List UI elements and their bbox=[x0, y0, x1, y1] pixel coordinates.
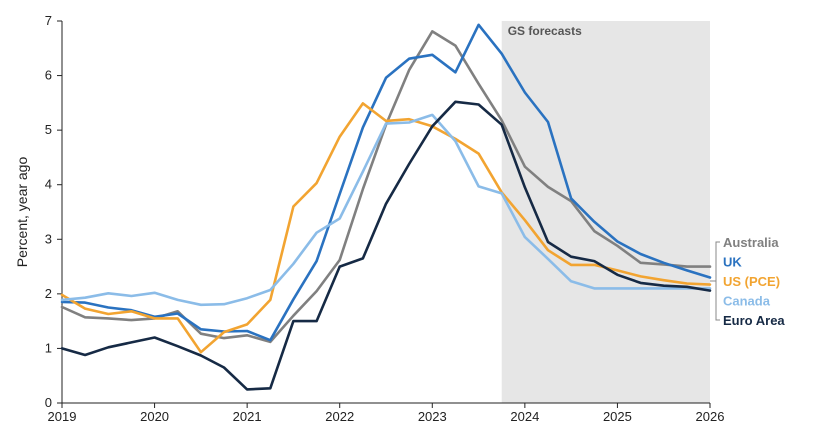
x-tick-label: 2025 bbox=[603, 409, 632, 424]
y-tick-label: 2 bbox=[45, 286, 52, 301]
y-tick-label: 5 bbox=[45, 122, 52, 137]
legend-label-australia: Australia bbox=[723, 235, 779, 250]
legend-label-euro-area: Euro Area bbox=[723, 313, 785, 328]
y-tick-label: 6 bbox=[45, 68, 52, 83]
x-tick-label: 2021 bbox=[233, 409, 262, 424]
legend-label-us-pce: US (PCE) bbox=[723, 274, 780, 289]
forecast-region bbox=[501, 21, 710, 403]
x-axis-ticks: 2019 2020 2021 2022 2023 2024 2025 2026 bbox=[48, 403, 725, 424]
y-tick-label: 7 bbox=[45, 13, 52, 28]
x-tick-label: 2024 bbox=[510, 409, 539, 424]
series-line-canada bbox=[60, 113, 712, 307]
y-tick-label: 0 bbox=[45, 395, 52, 410]
legend-bracket bbox=[710, 241, 720, 321]
legend: Australia UK US (PCE) Canada Euro Area bbox=[723, 235, 785, 328]
x-tick-label: 2019 bbox=[48, 409, 77, 424]
series-line-euro-area bbox=[60, 100, 712, 391]
x-tick-label: 2026 bbox=[696, 409, 725, 424]
legend-label-uk: UK bbox=[723, 255, 742, 270]
x-tick-label: 2022 bbox=[325, 409, 354, 424]
forecast-label: GS forecasts bbox=[508, 24, 582, 38]
series-lines bbox=[60, 23, 712, 391]
x-tick-label: 2020 bbox=[140, 409, 169, 424]
y-axis-ticks: 0 1 2 3 4 5 6 7 bbox=[45, 13, 62, 410]
y-tick-label: 4 bbox=[45, 177, 52, 192]
x-tick-label: 2023 bbox=[418, 409, 447, 424]
series-line-uk bbox=[60, 23, 712, 342]
legend-label-canada: Canada bbox=[723, 294, 771, 309]
y-tick-label: 1 bbox=[45, 340, 52, 355]
y-tick-label: 3 bbox=[45, 231, 52, 246]
y-axis-label: Percent, year ago bbox=[14, 157, 30, 268]
